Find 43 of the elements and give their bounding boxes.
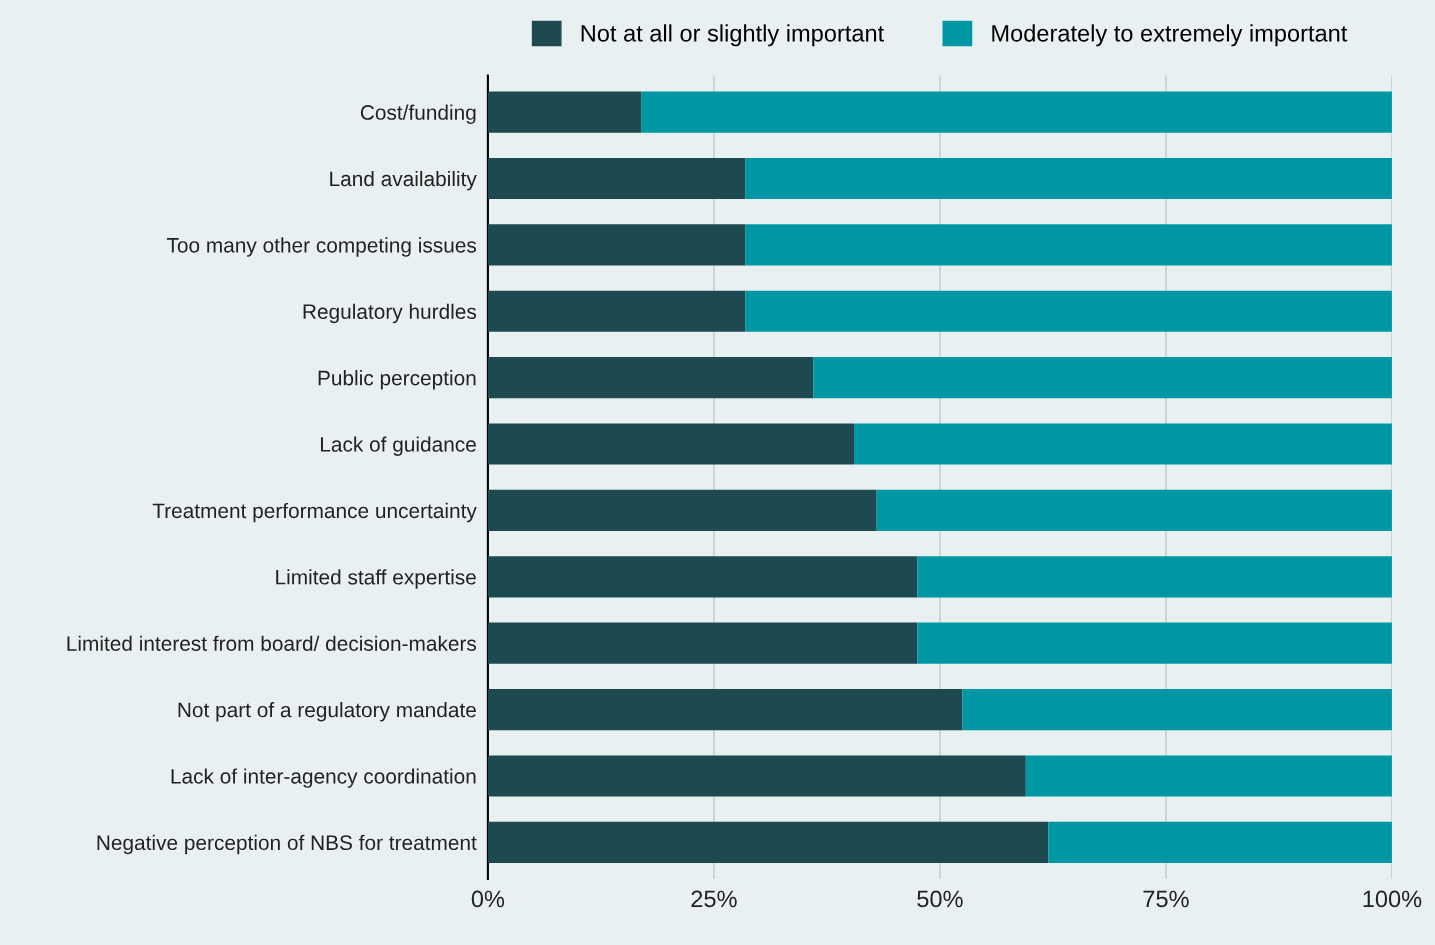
y-tick-label: Limited interest from board/ decision-makers	[67, 635, 477, 651]
y-tick-label: Too many other competing issues	[166, 237, 477, 257]
y-tick-label: Treatment performance uncertainty	[152, 502, 477, 523]
bar	[641, 91, 1392, 133]
x-tick-label: 25%	[691, 890, 737, 908]
bar	[745, 224, 1392, 266]
y-tick-label: Negative perception of NBS for treatment	[97, 834, 477, 855]
bar	[917, 556, 1392, 598]
bar	[487, 290, 746, 332]
x-tick-label: 75%	[1143, 890, 1189, 908]
y-tick-label: Public perception	[318, 370, 476, 390]
x-tick-label: 0%	[471, 890, 505, 908]
bar	[487, 755, 1026, 797]
bar	[813, 357, 1392, 399]
y-tick-label: Land availability	[330, 170, 477, 191]
bar	[487, 224, 746, 266]
y-tick-label: Not part of a regulatory mandate	[178, 702, 476, 722]
bar	[876, 489, 1392, 531]
x-tick-label: 50%	[917, 890, 963, 908]
y-tick-label: Lack of inter-agency coordination	[171, 768, 476, 788]
bar	[917, 622, 1392, 664]
bar	[487, 157, 746, 200]
bar	[487, 556, 918, 598]
y-tick-label: Regulatory hurdles	[303, 303, 477, 324]
bar	[487, 357, 814, 399]
legend-label: Not at all or slightly important	[581, 24, 885, 47]
y-tick-label: Limited staff expertise	[276, 569, 476, 589]
y-tick-label: Lack of guidance	[320, 436, 476, 456]
bar	[745, 290, 1392, 332]
bar	[487, 423, 855, 465]
bar	[1025, 755, 1392, 797]
bar	[487, 91, 642, 133]
legend-label: Moderately to extremely important	[992, 24, 1348, 47]
bar	[487, 489, 877, 531]
y-tick-label: Cost/funding	[360, 104, 476, 124]
bar	[1048, 821, 1392, 863]
bar	[854, 423, 1392, 465]
bar	[745, 157, 1392, 200]
bar	[487, 688, 963, 731]
x-tick-label: 100%	[1363, 890, 1422, 908]
bar	[487, 821, 1049, 863]
bar	[962, 688, 1392, 731]
bar	[487, 622, 918, 664]
